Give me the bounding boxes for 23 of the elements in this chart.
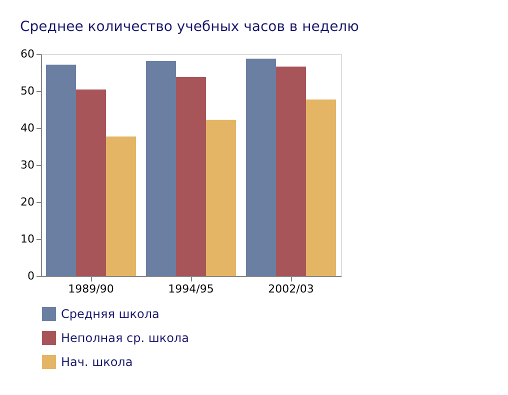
bar bbox=[106, 136, 136, 276]
bar bbox=[146, 61, 176, 276]
bar bbox=[46, 64, 76, 276]
bar bbox=[276, 66, 306, 276]
bar bbox=[306, 100, 336, 276]
x-tick-label: 1994/95 bbox=[168, 282, 214, 296]
y-tick-label: 60 bbox=[20, 48, 34, 60]
x-tick-label: 2002/03 bbox=[268, 282, 314, 296]
bar bbox=[206, 120, 236, 276]
y-tick-label: 20 bbox=[20, 196, 34, 208]
y-tick-label: 30 bbox=[20, 158, 34, 172]
chart-title: Среднее количество учебных часов в неделю bbox=[20, 19, 360, 35]
y-tick-label: 40 bbox=[20, 122, 34, 134]
legend-label: Неполная ср. школа bbox=[61, 331, 189, 345]
y-tick-label: 0 bbox=[28, 270, 34, 282]
legend-label: Нач. школа bbox=[61, 355, 133, 369]
bar bbox=[76, 90, 106, 276]
y-tick-label: 50 bbox=[20, 84, 34, 98]
bar bbox=[176, 76, 206, 276]
bar bbox=[246, 58, 276, 276]
y-tick-label: 10 bbox=[20, 232, 34, 246]
x-tick-label: 1989/90 bbox=[68, 282, 114, 296]
legend-label: Средняя школа bbox=[61, 307, 160, 321]
